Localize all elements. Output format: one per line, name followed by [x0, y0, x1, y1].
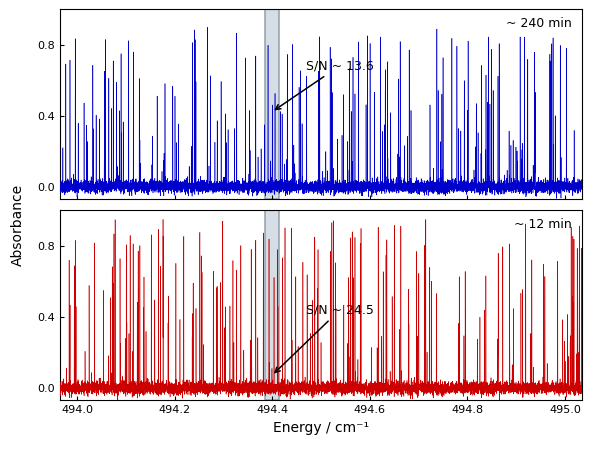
Bar	[265, 9, 278, 199]
Bar	[265, 211, 278, 400]
Text: ~ 240 min: ~ 240 min	[506, 17, 572, 30]
Text: S/N ~ 24.5: S/N ~ 24.5	[275, 303, 374, 373]
Text: S/N ~ 13.6: S/N ~ 13.6	[275, 59, 374, 109]
Text: Absorbance: Absorbance	[11, 184, 25, 266]
X-axis label: Energy / cm⁻¹: Energy / cm⁻¹	[273, 421, 369, 435]
Text: ~ 12 min: ~ 12 min	[514, 218, 572, 231]
